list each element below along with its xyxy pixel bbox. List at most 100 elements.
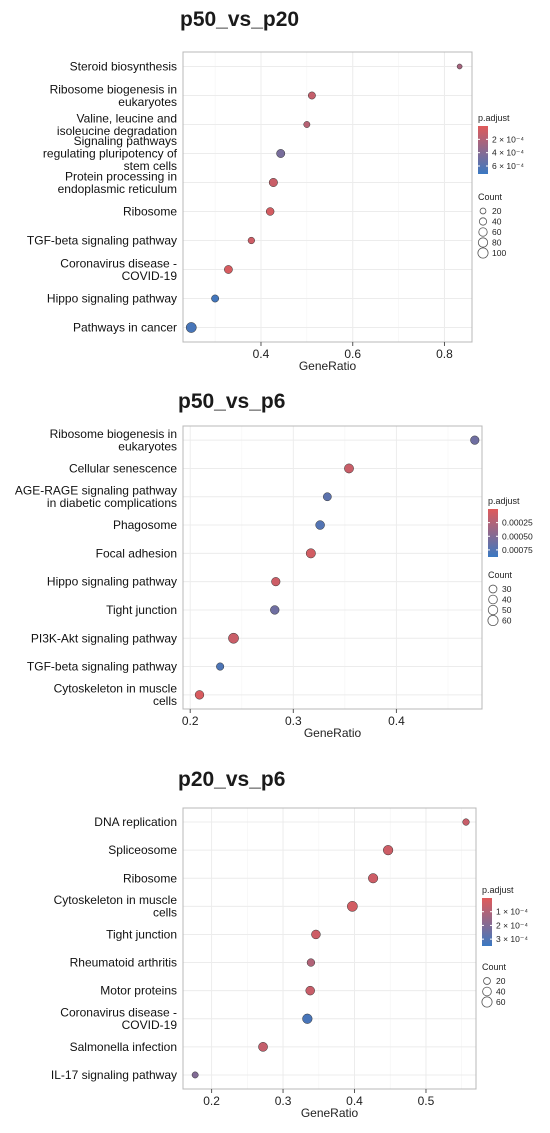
data-point — [211, 294, 220, 303]
size-legend-label: 20 — [496, 976, 506, 986]
y-tick-label: Ribosome — [123, 205, 177, 219]
color-legend-label: 0.00050 — [502, 531, 533, 541]
data-point — [270, 605, 280, 615]
color-legend-bar — [488, 509, 498, 557]
y-tick-label: Coronavirus disease -COVID-19 — [60, 256, 177, 283]
data-point — [307, 91, 316, 100]
data-points — [194, 435, 480, 700]
x-tick-label: 0.8 — [436, 347, 453, 361]
size-legend-title: Count — [482, 962, 507, 972]
y-tick-label: Focal adhesion — [96, 546, 177, 560]
y-tick-label: AGE-RAGE signaling pathway in diabetic co… — [15, 484, 177, 511]
data-point — [323, 492, 332, 502]
data-point — [344, 463, 354, 474]
data-point — [265, 207, 275, 216]
x-tick-label: 0.5 — [418, 1094, 435, 1108]
y-tick-label: Tight junction — [106, 927, 177, 941]
data-point — [311, 929, 321, 940]
data-point — [276, 149, 286, 158]
plot-area — [182, 807, 477, 1090]
x-axis-label: GeneRatio — [301, 1106, 359, 1120]
size-legend-circle — [477, 247, 489, 259]
data-points — [185, 63, 463, 333]
gridlines — [183, 808, 476, 1089]
data-point — [302, 1013, 313, 1024]
y-tick-label: Coronavirus disease -COVID-19 — [60, 1006, 177, 1033]
y-tick-label: Steroid biosynthesis — [70, 60, 177, 74]
y-tick-label: DNA replication — [94, 815, 177, 829]
chart-panel-2: p50_vs_p6 Ribosome biogenesis in eukaryot… — [0, 375, 550, 760]
size-legend-label: 30 — [502, 584, 512, 594]
y-tick-label: Protein processing in endoplasmic reticul… — [58, 169, 177, 196]
color-legend-label: 4 × 10⁻⁴ — [492, 148, 524, 158]
plot-area — [182, 425, 483, 710]
size-legend-circle — [483, 977, 491, 985]
plot-border — [182, 51, 473, 343]
chart-panel-3: p20_vs_p6 DNA replication Spliceosome Ribo… — [0, 760, 550, 1128]
y-tick-label: TGF-beta signaling pathway — [27, 234, 177, 248]
y-tick-label: Cytoskeleton in muscle cells — [54, 893, 178, 920]
y-tick-label: Ribosome biogenesis in eukaryotes — [50, 82, 177, 109]
size-legend-circle — [487, 614, 499, 626]
size-legend-label: 40 — [502, 595, 512, 605]
color-legend-label: 0.00075 — [502, 545, 533, 555]
color-legend-bar — [478, 126, 488, 174]
size-legend-label: 50 — [502, 605, 512, 615]
data-point — [303, 121, 311, 128]
y-tick-label: Tight junction — [106, 603, 177, 617]
data-point — [247, 236, 255, 245]
data-point — [306, 958, 316, 967]
size-legend-title: Count — [478, 192, 503, 202]
color-legend-label: 1 × 10⁻⁴ — [496, 907, 528, 917]
x-tick-label: 0.4 — [388, 714, 405, 728]
y-tick-label: Spliceosome — [108, 843, 177, 857]
size-legend-circle — [488, 584, 498, 594]
data-point — [185, 322, 197, 333]
size-legend-title: Count — [488, 570, 513, 580]
color-legend-label: 2 × 10⁻⁴ — [496, 920, 528, 930]
y-tick-label: Valine, leucine and isoleucine degradatio… — [57, 111, 177, 138]
size-legend-label: 60 — [492, 227, 502, 237]
x-tick-label: 0.2 — [182, 714, 199, 728]
color-legend-title: p.adjust — [488, 496, 520, 506]
size-legend-label: 100 — [492, 248, 506, 258]
x-tick-label: 0.4 — [346, 1094, 363, 1108]
size-legend-label: 20 — [492, 206, 502, 216]
data-point — [383, 845, 394, 856]
data-point — [268, 178, 278, 187]
data-point — [194, 690, 205, 700]
y-tick-label: Phagosome — [113, 518, 177, 532]
color-legend-title: p.adjust — [478, 113, 510, 123]
size-legend-circle — [478, 217, 488, 226]
x-tick-label: 0.2 — [203, 1094, 220, 1108]
size-legend-circle — [481, 996, 493, 1008]
data-point — [258, 1042, 268, 1052]
chart-panel-1: p50_vs_p20 Steroid biosynthesis Ribosome … — [0, 0, 550, 375]
color-legend-bar — [482, 898, 492, 946]
plot-area — [182, 51, 473, 343]
plot-border — [182, 807, 477, 1090]
data-point — [305, 985, 315, 996]
data-point — [228, 632, 239, 644]
x-tick-label: 0.6 — [344, 347, 361, 361]
size-legend-label: 60 — [502, 616, 512, 626]
size-legend-label: 40 — [496, 987, 506, 997]
size-legend-circle — [487, 604, 499, 616]
dot-plot-1: Steroid biosynthesis Ribosome biogenesis … — [27, 51, 524, 373]
color-legend-title: p.adjust — [482, 885, 514, 895]
plot-border — [182, 425, 483, 710]
dot-plot-3: DNA replication Spliceosome Ribosome Cytosk… — [51, 807, 528, 1120]
color-legend-label: 6 × 10⁻⁴ — [492, 161, 524, 171]
chart-title: p50_vs_p6 — [178, 390, 286, 413]
y-tick-label: Ribosome biogenesis in eukaryotes — [50, 427, 177, 454]
data-point — [224, 265, 233, 274]
data-point — [368, 873, 379, 884]
y-tick-label: Hippo signaling pathway — [47, 575, 177, 589]
data-point — [216, 662, 225, 671]
x-axis-label: GeneRatio — [304, 726, 362, 740]
data-points — [191, 818, 470, 1079]
y-tick-label: Pathways in cancer — [73, 321, 177, 335]
data-point — [305, 548, 316, 559]
y-tick-label: Motor proteins — [100, 984, 177, 998]
size-legend-circle — [482, 986, 492, 997]
